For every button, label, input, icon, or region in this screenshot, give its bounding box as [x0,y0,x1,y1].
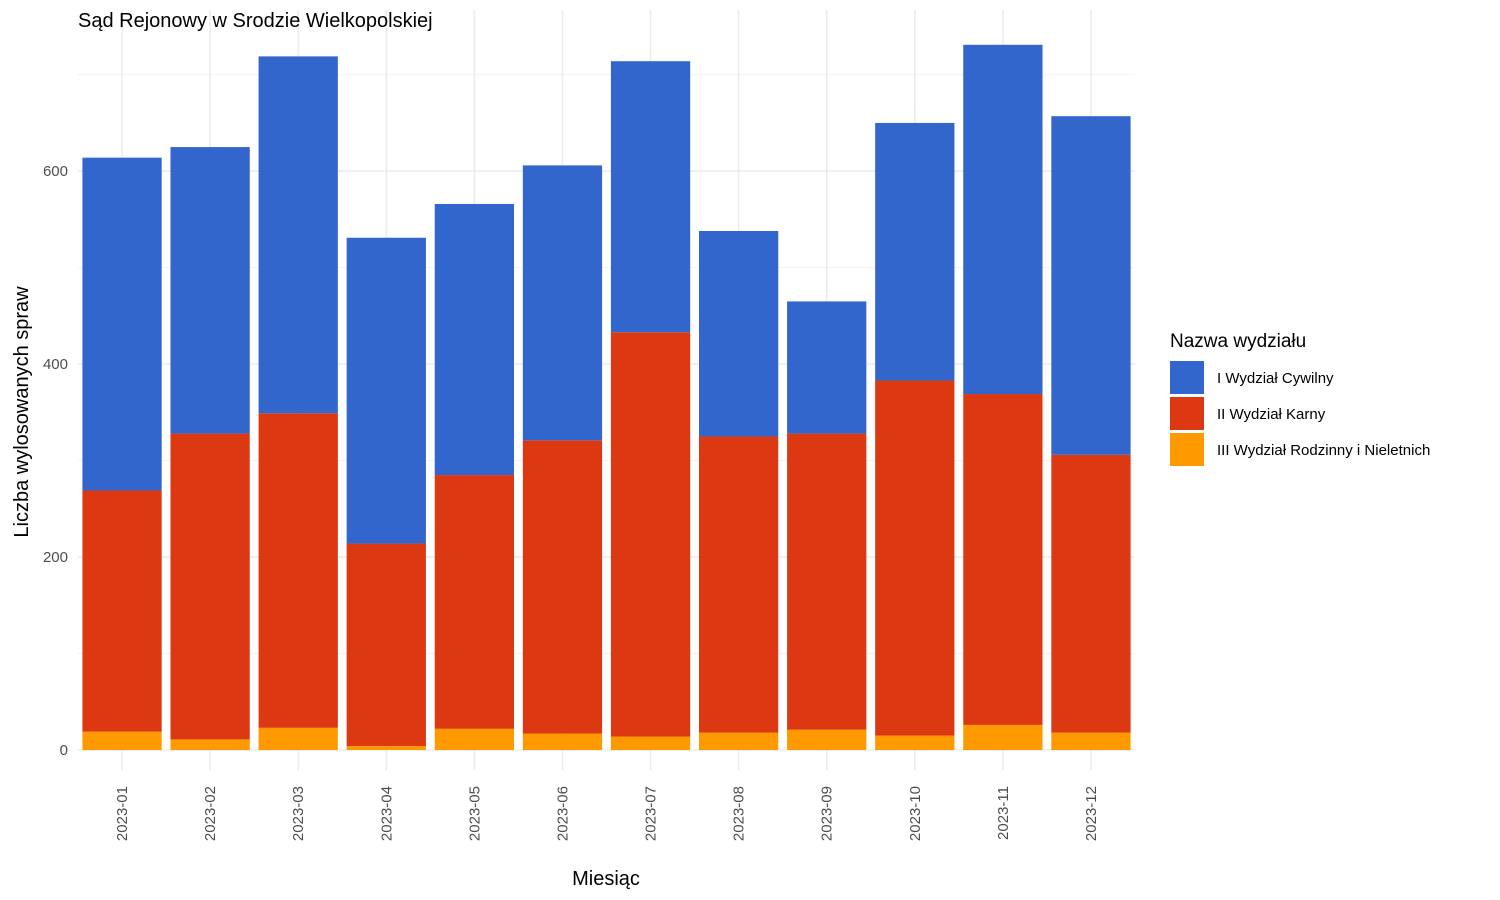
legend: Nazwa wydziału I Wydział Cywilny II Wydzi… [1170,331,1430,466]
bar-segment-2023-10-s1 [875,380,955,736]
chart-title: Sąd Rejonowy w Srodzie Wielkopolskiej [78,10,433,32]
bar-segment-2023-08-s1 [698,436,779,733]
x-tick-label: 2023-03 [290,786,307,841]
bar-segment-2023-09-s0 [787,729,867,750]
x-tick-label: 2023-10 [907,786,924,841]
x-tick-label: 2023-12 [1083,786,1100,841]
y-axis-title: Liczba wylosowanych spraw [11,286,33,538]
y-tick-labels: 0 200 400 600 [43,163,68,759]
x-tick-label: 2023-09 [819,786,836,841]
bar-segment-2023-02-s0 [170,739,250,750]
bar-segment-2023-09-s1 [787,433,867,730]
bar-segment-2023-07-s0 [610,736,691,750]
x-tick-label: 2023-06 [554,786,571,841]
bar-segment-2023-07-s1 [610,332,691,737]
bar-segment-2023-11-s2 [963,44,1043,395]
bar-segment-2023-12-s2 [1051,116,1131,455]
bar-segment-2023-04-s0 [346,746,426,750]
legend-label: II Wydział Karny [1217,406,1326,423]
y-tick-label: 200 [43,549,68,566]
bar-segment-2023-06-s1 [522,440,603,734]
bar-segment-2023-05-s2 [434,203,515,476]
bar-segment-2023-04-s1 [346,543,426,747]
y-tick-label: 0 [60,742,68,759]
x-tick-label: 2023-05 [466,786,483,841]
x-tick-label: 2023-11 [995,786,1012,840]
bar-segment-2023-02-s2 [170,147,250,434]
bar-segment-2023-05-s0 [434,728,515,750]
bar-segment-2023-03-s2 [258,56,338,414]
bar-segment-2023-11-s1 [963,394,1043,725]
bar-segment-2023-08-s2 [698,230,779,437]
legend-label: I Wydział Cywilny [1217,370,1334,387]
legend-title: Nazwa wydziału [1170,331,1306,352]
legend-key [1170,433,1204,466]
x-tick-label: 2023-02 [202,786,219,841]
bar-segment-2023-06-s0 [522,733,603,750]
x-tick-label: 2023-01 [114,786,131,841]
x-tick-label: 2023-04 [378,786,395,841]
legend-key [1170,361,1204,394]
legend-key [1170,397,1204,430]
bar-segment-2023-07-s2 [610,61,691,333]
bar-segment-2023-06-s2 [522,165,603,441]
x-tick-label: 2023-08 [731,786,748,841]
y-tick-label: 600 [43,163,68,180]
bar-segment-2023-01-s0 [82,731,162,750]
bar-segment-2023-01-s1 [82,490,162,732]
bars [82,44,1131,750]
bar-segment-2023-12-s1 [1051,454,1131,733]
bar-segment-2023-10-s0 [875,735,955,750]
x-tick-label: 2023-07 [643,786,660,841]
bar-segment-2023-09-s2 [787,301,867,434]
x-tick-labels: 2023-01 2023-02 2023-03 2023-04 2023-05 2023-… [114,786,1100,841]
y-tick-label: 400 [43,356,68,373]
bar-segment-2023-08-s0 [698,732,779,750]
bar-segment-2023-10-s2 [875,122,955,381]
bar-segment-2023-03-s1 [258,413,338,728]
bar-segment-2023-03-s0 [258,727,338,750]
bar-segment-2023-01-s2 [82,157,162,491]
bar-segment-2023-02-s1 [170,433,250,740]
x-axis-title: Miesiąc [572,868,640,890]
bar-segment-2023-05-s1 [434,475,515,729]
bar-segment-2023-11-s0 [963,724,1043,750]
bar-segment-2023-12-s0 [1051,732,1131,750]
legend-label: III Wydział Rodzinny i Nieletnich [1217,442,1430,459]
bar-segment-2023-04-s2 [346,237,426,544]
